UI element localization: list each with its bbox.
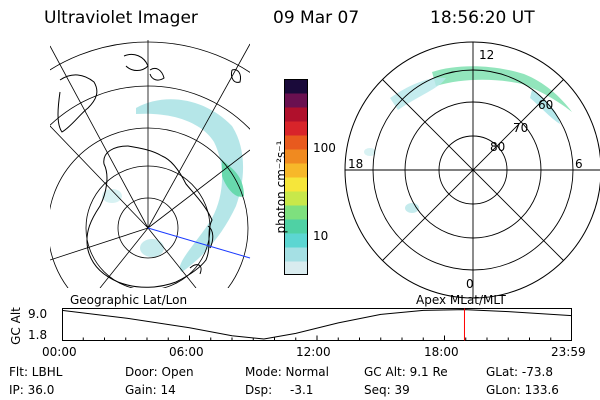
mlt-label-12: 12 bbox=[479, 48, 495, 62]
colorbar-cell bbox=[284, 135, 308, 150]
info-glon: GLon: 133.6 bbox=[486, 383, 559, 397]
gc-alt-plot bbox=[62, 308, 572, 341]
polar-plot bbox=[344, 41, 600, 299]
info-flt: Flt: LBHL bbox=[9, 365, 63, 379]
info-glat: GLat: -73.8 bbox=[486, 365, 553, 379]
info-dsp-value: -3.1 bbox=[290, 383, 314, 397]
instrument-title: Ultraviolet Imager bbox=[44, 8, 198, 28]
colorbar-cell bbox=[284, 163, 308, 178]
colorbar bbox=[284, 79, 308, 275]
colorbar-cell bbox=[284, 93, 308, 108]
xtick-4: 23:59 bbox=[551, 345, 586, 359]
mlat-label-70: 70 bbox=[513, 121, 529, 135]
mlt-label-18: 18 bbox=[348, 157, 364, 171]
ytick-bottom: 1.8 bbox=[28, 328, 48, 342]
date-label: 09 Mar 07 bbox=[273, 8, 360, 28]
colorbar-cell bbox=[284, 177, 308, 192]
colorbar-cell bbox=[284, 149, 308, 164]
xtick-3: 18:00 bbox=[424, 345, 459, 359]
info-gc-alt: GC Alt: 9.1 Re bbox=[364, 365, 448, 379]
x-axis-ticks bbox=[62, 335, 572, 341]
ytick-top: 9.0 bbox=[28, 307, 48, 321]
map-coastlines bbox=[57, 53, 241, 288]
map-grid bbox=[50, 40, 250, 288]
mlt-label-6: 6 bbox=[575, 157, 583, 171]
mlat-label-80: 80 bbox=[490, 140, 506, 154]
info-dsp-label: Dsp: bbox=[245, 383, 273, 397]
mlt-label-0: 0 bbox=[466, 277, 474, 291]
colorbar-cell bbox=[284, 233, 308, 248]
gc-alt-series-line bbox=[62, 309, 572, 340]
colorbar-cell bbox=[284, 191, 308, 206]
xtick-0: 00:00 bbox=[42, 345, 77, 359]
colorbar-cell bbox=[284, 247, 308, 262]
info-seq: Seq: 39 bbox=[364, 383, 410, 397]
info-gain: Gain: 14 bbox=[125, 383, 176, 397]
xtick-2: 12:00 bbox=[296, 345, 331, 359]
polar-aurora-emission bbox=[364, 66, 572, 213]
geographic-label: Geographic Lat/Lon bbox=[70, 293, 188, 307]
info-mode: Mode: Normal bbox=[245, 365, 329, 379]
map-aurora-emission bbox=[102, 99, 244, 272]
colorbar-cell bbox=[284, 219, 308, 234]
info-door: Door: Open bbox=[125, 365, 194, 379]
map-noon-meridian bbox=[147, 227, 251, 259]
apex-label: Apex MLat/MLT bbox=[416, 293, 506, 307]
colorbar-cell bbox=[284, 79, 308, 94]
info-ip: IP: 36.0 bbox=[9, 383, 55, 397]
colorbar-tick-100: 100 bbox=[313, 141, 336, 155]
colorbar-cell bbox=[284, 261, 308, 275]
colorbar-cell bbox=[284, 121, 308, 136]
gc-alt-axis-title: GC Alt bbox=[9, 307, 23, 345]
colorbar-tick-10: 10 bbox=[313, 229, 329, 243]
mlat-label-60: 60 bbox=[538, 98, 554, 112]
colorbar-cell bbox=[284, 205, 308, 220]
xtick-1: 06:00 bbox=[169, 345, 204, 359]
colorbar-unit-label: photon cm⁻²s⁻¹ bbox=[274, 140, 288, 234]
colorbar-cell bbox=[284, 107, 308, 122]
time-label: 18:56:20 UT bbox=[430, 8, 535, 28]
